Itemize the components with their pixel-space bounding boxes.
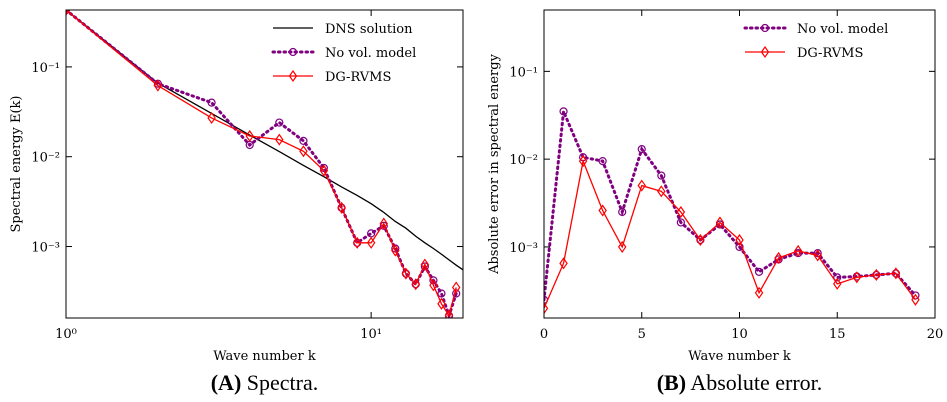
marker — [352, 236, 362, 249]
plot-area — [544, 105, 920, 315]
marker — [299, 136, 308, 145]
marker — [657, 185, 666, 198]
axes-frame — [65, 9, 464, 319]
x-axis-label: Wave number k — [688, 349, 791, 364]
marker — [696, 233, 705, 247]
marker — [379, 217, 389, 230]
axes-frame — [543, 9, 936, 319]
legend-label: DG-RVMS — [325, 70, 391, 85]
legend-label: No vol. model — [325, 46, 416, 61]
marker — [207, 98, 216, 107]
legend-label: DNS solution — [325, 22, 413, 37]
series-line — [544, 105, 917, 302]
marker — [637, 179, 646, 192]
marker — [793, 244, 803, 257]
marker — [559, 107, 568, 116]
marker — [207, 111, 216, 125]
marker — [451, 281, 461, 294]
marker — [833, 277, 842, 290]
y-tick-label: 10⁻² — [509, 153, 538, 168]
x-tick-label: 0 — [540, 327, 548, 342]
legend-label: DG-RVMS — [797, 46, 863, 61]
marker — [735, 242, 744, 252]
marker — [578, 155, 588, 168]
marker — [544, 302, 549, 315]
y-axis-label: Absolute error in spectral energy — [487, 53, 502, 274]
marker — [617, 240, 627, 253]
y-tick-label: 10⁻² — [31, 151, 60, 166]
marker — [275, 118, 284, 127]
marker — [437, 289, 446, 298]
marker — [735, 233, 744, 247]
caption: (B) Absolute error. — [657, 370, 823, 395]
marker — [657, 171, 666, 180]
marker — [420, 258, 430, 271]
x-tick-label: 15 — [829, 327, 846, 342]
y-tick-label: 10⁻³ — [31, 241, 60, 256]
caption-text: Spectra. — [247, 370, 318, 395]
marker — [411, 278, 420, 291]
marker — [299, 145, 308, 158]
marker — [319, 164, 329, 177]
marker — [275, 133, 284, 146]
series-line — [66, 10, 463, 271]
marker — [391, 244, 400, 257]
marker — [618, 207, 627, 217]
marker — [401, 267, 411, 280]
marker — [429, 279, 438, 292]
marker — [676, 218, 685, 227]
marker — [559, 257, 568, 270]
marker — [715, 216, 725, 229]
x-tick-label: 10 — [731, 327, 748, 342]
marker — [598, 204, 607, 217]
marker — [637, 145, 646, 154]
marker — [288, 69, 298, 83]
marker — [891, 267, 901, 280]
marker — [366, 236, 376, 249]
y-axis-label: Spectral energy E(k) — [9, 96, 24, 233]
y-tick-label: 10⁻³ — [509, 241, 538, 256]
caption-label: (A) — [211, 370, 242, 395]
x-axis-label: Wave number k — [213, 349, 316, 364]
marker — [153, 79, 163, 92]
marker — [833, 273, 842, 282]
marker — [760, 45, 770, 59]
marker — [598, 156, 607, 166]
marker — [774, 251, 783, 264]
marker — [245, 129, 254, 143]
y-tick-label: 10⁻¹ — [509, 65, 538, 80]
caption-label: (B) — [657, 370, 686, 395]
marker — [444, 309, 454, 318]
x-tick-label: 5 — [638, 327, 646, 342]
panel: 10⁰ 10¹ 10⁻³ 10⁻² 10⁻¹ DNS solution No vol. mo… — [9, 9, 464, 395]
marker — [437, 297, 446, 310]
marker — [754, 267, 764, 276]
marker — [676, 205, 686, 219]
caption-text: Absolute error. — [690, 370, 822, 395]
marker — [337, 201, 346, 214]
marker — [813, 249, 822, 262]
x-tick-label: 20 — [927, 327, 944, 342]
marker — [852, 271, 862, 284]
caption: (A) Spectra. — [211, 370, 319, 395]
series-line — [66, 10, 457, 318]
marker — [754, 286, 764, 299]
marker — [760, 23, 770, 33]
panel: 0 5 10 15 20 10⁻³ 10⁻² 10⁻¹ No vol. model DG-RVMS… — [487, 9, 944, 395]
plot-area — [66, 10, 463, 318]
marker — [872, 268, 881, 281]
marker — [911, 293, 920, 306]
legend-label: No vol. model — [797, 22, 888, 37]
marker — [288, 47, 298, 57]
x-tick-label: 10⁰ — [55, 327, 77, 342]
x-tick-label: 10¹ — [360, 327, 382, 342]
y-tick-label: 10⁻¹ — [31, 61, 60, 76]
